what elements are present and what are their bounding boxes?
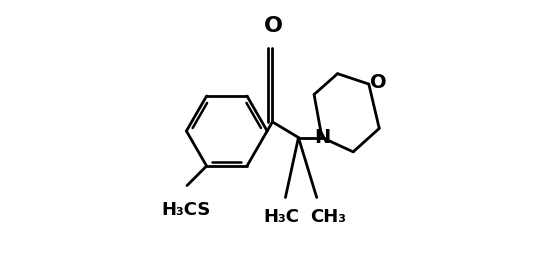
Text: O: O bbox=[370, 73, 387, 92]
Text: H₃C: H₃C bbox=[263, 208, 300, 226]
Text: O: O bbox=[264, 16, 283, 36]
Text: CH₃: CH₃ bbox=[310, 208, 346, 226]
Text: H₃CS: H₃CS bbox=[162, 201, 211, 220]
Text: N: N bbox=[314, 128, 330, 147]
